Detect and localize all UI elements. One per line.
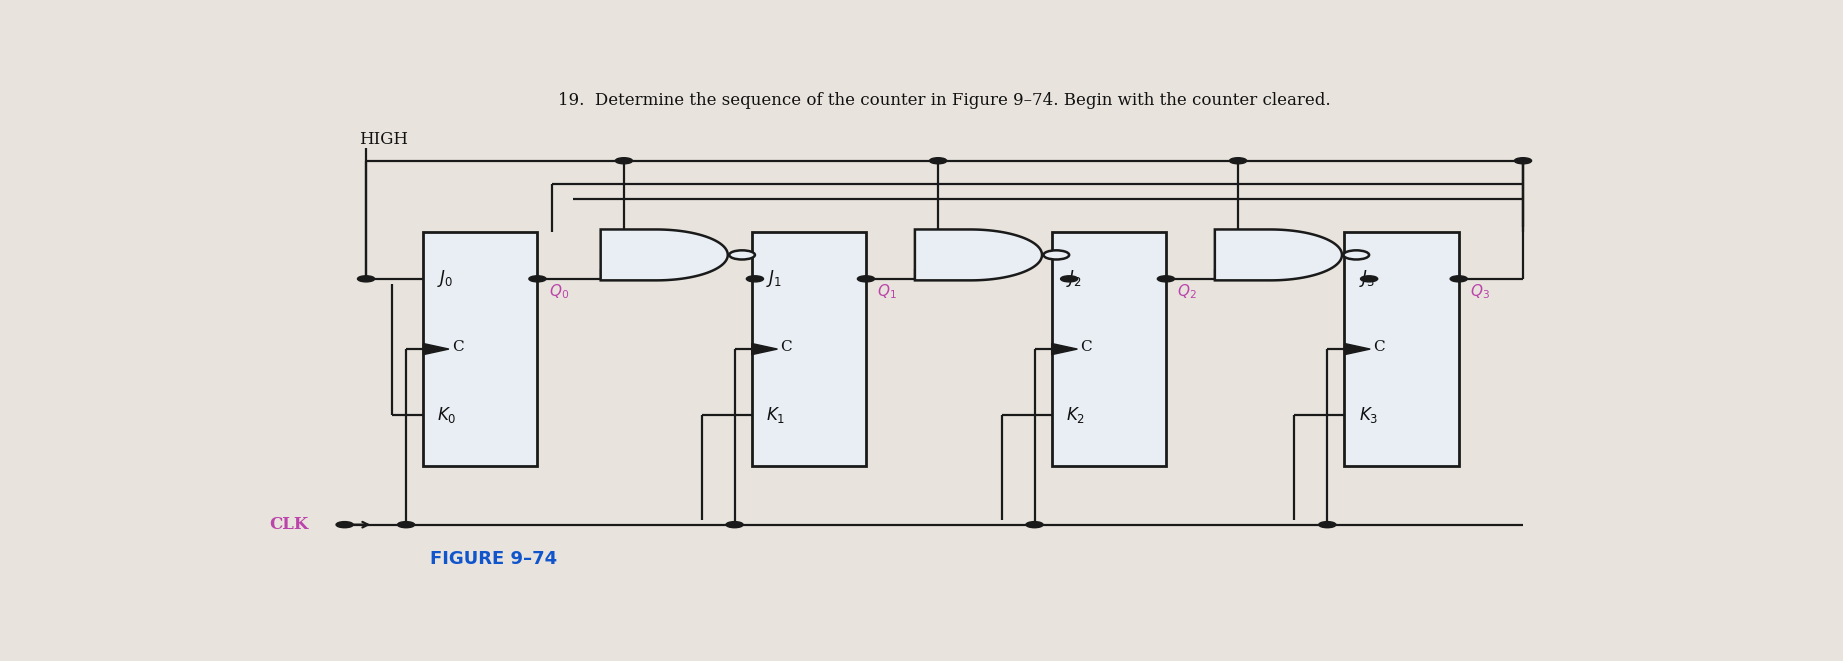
Text: HIGH: HIGH bbox=[359, 131, 407, 148]
Polygon shape bbox=[1215, 229, 1342, 280]
Text: $Q_3$: $Q_3$ bbox=[1471, 282, 1489, 301]
Text: C: C bbox=[1080, 340, 1091, 354]
Circle shape bbox=[1027, 522, 1043, 527]
Polygon shape bbox=[914, 229, 1041, 280]
Text: FIGURE 9–74: FIGURE 9–74 bbox=[431, 550, 557, 568]
Circle shape bbox=[746, 276, 763, 282]
Polygon shape bbox=[601, 229, 728, 280]
Circle shape bbox=[929, 158, 947, 164]
Text: CLK: CLK bbox=[269, 516, 308, 533]
Text: C: C bbox=[452, 340, 463, 354]
Text: C: C bbox=[1373, 340, 1384, 354]
Text: $Q_2$: $Q_2$ bbox=[1178, 282, 1198, 301]
Circle shape bbox=[529, 276, 546, 282]
Bar bbox=[424, 232, 538, 466]
Circle shape bbox=[358, 276, 374, 282]
Text: 19.  Determine the sequence of the counter in Figure 9–74. Begin with the counte: 19. Determine the sequence of the counte… bbox=[558, 92, 1331, 109]
Polygon shape bbox=[1344, 344, 1369, 355]
Text: $K_2$: $K_2$ bbox=[1065, 405, 1086, 424]
Text: $J_2$: $J_2$ bbox=[1065, 268, 1082, 290]
Circle shape bbox=[1320, 522, 1336, 527]
Polygon shape bbox=[1052, 344, 1078, 355]
Circle shape bbox=[335, 522, 354, 527]
Circle shape bbox=[1344, 251, 1369, 260]
Circle shape bbox=[726, 522, 743, 527]
Circle shape bbox=[398, 522, 415, 527]
Circle shape bbox=[1060, 276, 1078, 282]
Circle shape bbox=[1360, 276, 1379, 282]
Text: $J_3$: $J_3$ bbox=[1358, 268, 1375, 290]
Text: $J_0$: $J_0$ bbox=[437, 268, 453, 290]
Text: C: C bbox=[780, 340, 792, 354]
Bar bbox=[1344, 232, 1458, 466]
Circle shape bbox=[730, 251, 756, 260]
Text: $Q_0$: $Q_0$ bbox=[549, 282, 569, 301]
Polygon shape bbox=[752, 344, 778, 355]
Text: $J_1$: $J_1$ bbox=[767, 268, 781, 290]
Bar bbox=[752, 232, 866, 466]
Text: $K_0$: $K_0$ bbox=[437, 405, 457, 424]
Text: $Q_1$: $Q_1$ bbox=[877, 282, 898, 301]
Text: $K_3$: $K_3$ bbox=[1358, 405, 1379, 424]
Circle shape bbox=[616, 158, 632, 164]
Circle shape bbox=[1450, 276, 1467, 282]
Bar bbox=[1052, 232, 1167, 466]
Circle shape bbox=[1157, 276, 1174, 282]
Circle shape bbox=[1515, 158, 1532, 164]
Circle shape bbox=[1043, 251, 1069, 260]
Circle shape bbox=[857, 276, 875, 282]
Text: $K_1$: $K_1$ bbox=[767, 405, 785, 424]
Polygon shape bbox=[424, 344, 450, 355]
Circle shape bbox=[1229, 158, 1246, 164]
